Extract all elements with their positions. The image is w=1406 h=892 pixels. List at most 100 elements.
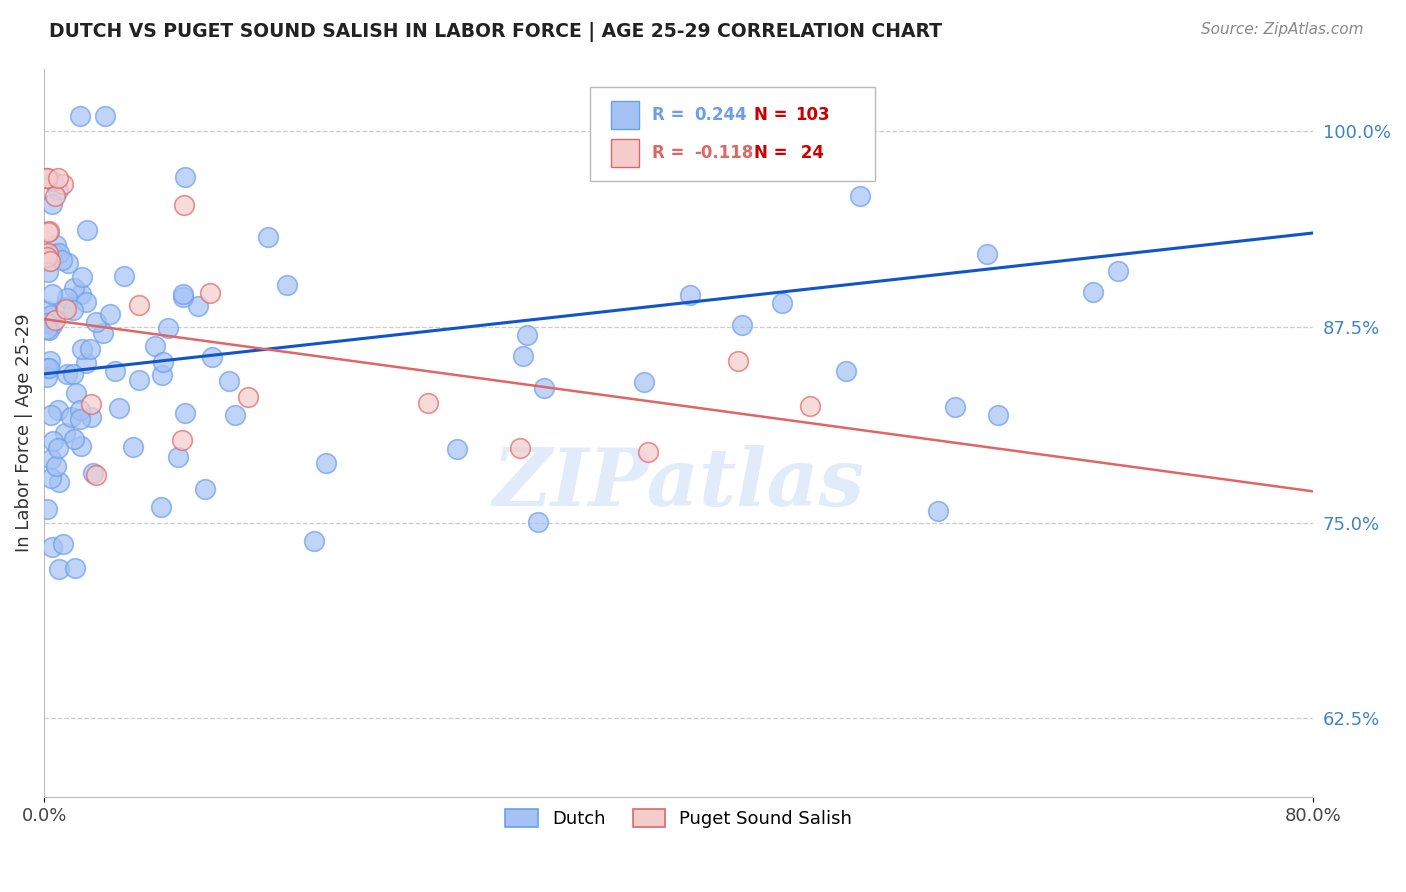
Point <box>987 408 1010 422</box>
Point <box>302 534 325 549</box>
Point <box>48 562 70 576</box>
Point <box>58 256 80 270</box>
Point <box>42 247 65 261</box>
Point <box>46 183 69 197</box>
Text: 103: 103 <box>796 106 830 124</box>
Point <box>128 373 150 387</box>
Point <box>172 286 194 301</box>
Point <box>86 315 108 329</box>
Point <box>731 318 754 333</box>
Point <box>39 309 62 323</box>
Point <box>128 298 150 312</box>
Point <box>65 385 87 400</box>
Point <box>679 288 702 302</box>
Point <box>84 468 107 483</box>
Point <box>48 403 70 417</box>
Point <box>69 108 91 122</box>
Point <box>69 402 91 417</box>
Point <box>41 470 63 484</box>
Point <box>516 327 538 342</box>
Point <box>70 342 93 356</box>
Point <box>276 278 298 293</box>
Point <box>315 456 337 470</box>
Y-axis label: In Labor Force | Age 25-29: In Labor Force | Age 25-29 <box>15 313 32 552</box>
Point <box>37 316 59 330</box>
Point <box>637 445 659 459</box>
Point <box>60 410 83 425</box>
Point <box>69 412 91 426</box>
Text: -0.118: -0.118 <box>695 145 754 162</box>
Point <box>173 197 195 211</box>
Point <box>37 246 59 260</box>
Text: Source: ZipAtlas.com: Source: ZipAtlas.com <box>1201 22 1364 37</box>
Point <box>65 561 87 575</box>
FancyBboxPatch shape <box>612 139 640 167</box>
Point <box>37 225 59 239</box>
Point <box>174 406 197 420</box>
Point <box>198 285 221 300</box>
Point <box>76 223 98 237</box>
Point <box>834 364 856 378</box>
Point <box>38 224 60 238</box>
Point <box>218 374 240 388</box>
Point <box>37 322 59 336</box>
Point <box>633 375 655 389</box>
Text: N =: N = <box>754 106 793 124</box>
Point <box>172 290 194 304</box>
Point <box>943 400 966 414</box>
Point <box>91 326 114 340</box>
Point <box>82 466 104 480</box>
Text: R =: R = <box>652 145 690 162</box>
Point <box>52 537 75 551</box>
Point <box>37 502 59 516</box>
Point <box>75 295 97 310</box>
Point <box>70 270 93 285</box>
Text: ZIPatlas: ZIPatlas <box>492 445 865 523</box>
Point <box>416 396 439 410</box>
Point <box>112 269 135 284</box>
Point <box>45 458 67 473</box>
Point <box>257 229 280 244</box>
Text: 0.244: 0.244 <box>695 106 747 124</box>
Text: R =: R = <box>652 106 690 124</box>
Point <box>48 475 70 490</box>
Point <box>1107 264 1129 278</box>
Point <box>53 425 76 440</box>
Point <box>41 452 63 467</box>
Point <box>527 515 550 529</box>
Point <box>173 170 195 185</box>
Point <box>41 287 63 301</box>
Point <box>509 441 531 455</box>
Point <box>37 303 59 318</box>
Point <box>45 238 67 252</box>
Point <box>1081 285 1104 299</box>
Point <box>37 369 59 384</box>
Point <box>62 303 84 318</box>
Point <box>976 247 998 261</box>
Point <box>236 390 259 404</box>
Point <box>512 349 534 363</box>
Point <box>55 302 77 317</box>
Point <box>38 254 60 268</box>
Point <box>187 299 209 313</box>
Point <box>122 440 145 454</box>
FancyBboxPatch shape <box>612 101 640 128</box>
Point <box>94 108 117 122</box>
Point <box>69 439 91 453</box>
Point <box>38 361 60 376</box>
Point <box>42 434 65 448</box>
Point <box>799 399 821 413</box>
Text: N =: N = <box>754 145 793 162</box>
Point <box>51 253 73 268</box>
Point <box>55 291 77 305</box>
Point <box>44 189 66 203</box>
Point <box>44 313 66 327</box>
Point <box>770 296 793 310</box>
Point <box>53 300 76 314</box>
Point <box>37 265 59 279</box>
Point <box>150 368 173 383</box>
Point <box>56 367 79 381</box>
Point <box>42 173 65 187</box>
Text: DUTCH VS PUGET SOUND SALISH IN LABOR FORCE | AGE 25-29 CORRELATION CHART: DUTCH VS PUGET SOUND SALISH IN LABOR FOR… <box>49 22 942 42</box>
Point <box>727 354 749 368</box>
